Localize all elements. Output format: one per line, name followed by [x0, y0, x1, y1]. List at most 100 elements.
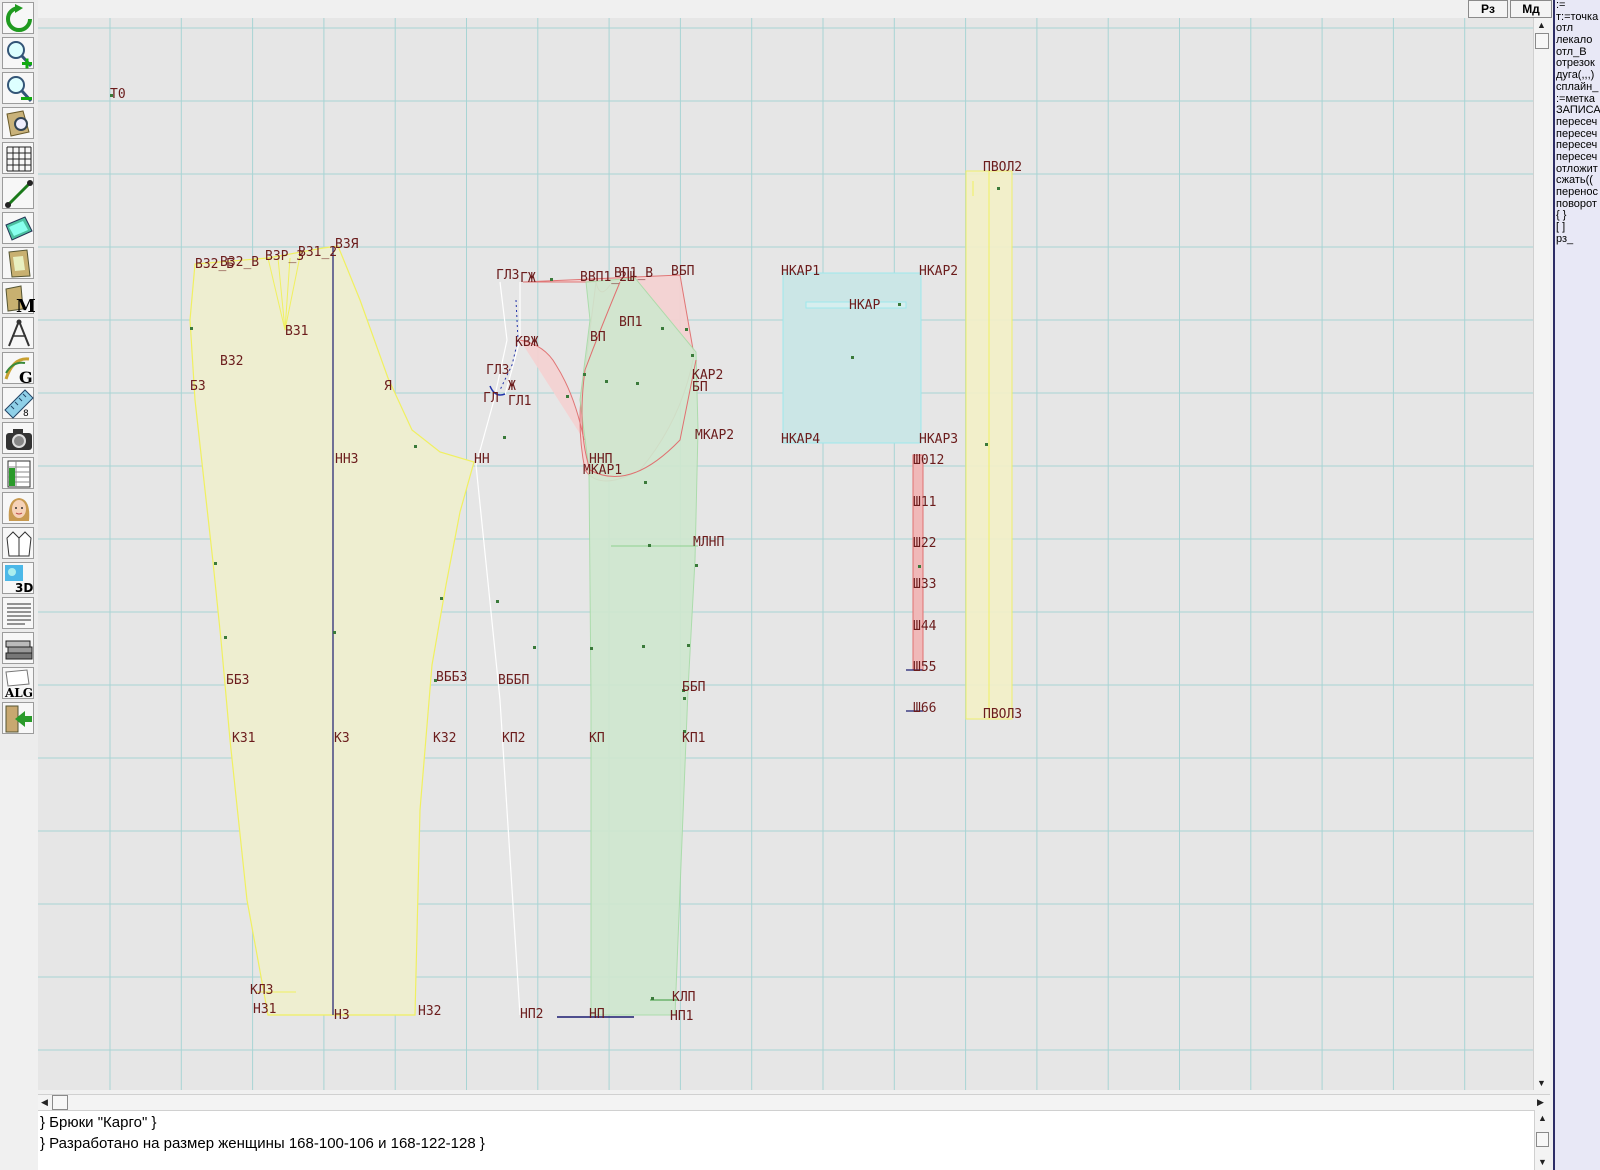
editor-vertical-scrollbar[interactable]: ▲ ▼ [1534, 1110, 1550, 1170]
point-marker[interactable] [851, 356, 854, 359]
command-item[interactable]: [ ] [1556, 222, 1566, 234]
point-marker[interactable] [190, 327, 193, 330]
scroll-left-icon[interactable]: ◀ [41, 1097, 48, 1107]
script-editor[interactable]: } Брюки "Карго" } } Разработано на разме… [38, 1110, 1550, 1170]
command-item[interactable]: сплайн_ [1556, 81, 1599, 93]
scroll-right-icon[interactable]: ▶ [1537, 1097, 1544, 1107]
command-item[interactable]: отл_В [1556, 46, 1587, 58]
canvas-horizontal-scrollbar[interactable]: ◀ ▶ [38, 1094, 1550, 1110]
command-item[interactable]: перенос [1556, 187, 1599, 198]
point-marker[interactable] [440, 597, 443, 600]
line-tool[interactable] [2, 177, 34, 209]
point-marker[interactable] [333, 631, 336, 634]
scroll-up-icon[interactable]: ▲ [1537, 20, 1546, 30]
point-marker[interactable] [414, 445, 417, 448]
point-marker[interactable] [636, 382, 639, 385]
point-marker[interactable] [605, 380, 608, 383]
point-marker[interactable] [898, 303, 901, 306]
command-item[interactable]: поворот [1556, 198, 1597, 210]
scroll-down-icon[interactable]: ▼ [1537, 1078, 1546, 1088]
command-item[interactable]: сжать(( [1556, 175, 1593, 187]
model-tool[interactable] [2, 492, 34, 524]
point-marker[interactable] [691, 354, 694, 357]
point-marker[interactable] [642, 645, 645, 648]
md-button[interactable]: Мд [1510, 0, 1552, 18]
layer-tool[interactable] [2, 212, 34, 244]
editor-scroll-thumb[interactable] [1536, 1132, 1549, 1147]
editor-scroll-up-icon[interactable]: ▲ [1538, 1113, 1547, 1123]
command-item[interactable]: ЗАПИСА [1556, 105, 1600, 117]
command-item[interactable]: т:=точка [1556, 11, 1599, 23]
point-marker[interactable] [997, 187, 1000, 190]
point-marker[interactable] [583, 373, 586, 376]
zoom-out-tool[interactable] [2, 72, 34, 104]
3d-tool[interactable]: 3D [2, 562, 34, 595]
measurements-tool[interactable]: M [2, 282, 35, 315]
editor-scroll-down-icon[interactable]: ▼ [1538, 1157, 1547, 1167]
svg-text:M: M [16, 296, 35, 315]
piece-tool[interactable] [2, 247, 34, 279]
front-trouser-piece[interactable] [579, 277, 699, 1016]
point-marker[interactable] [434, 679, 437, 682]
point-marker[interactable] [651, 997, 654, 1000]
point-marker[interactable] [496, 600, 499, 603]
point-marker[interactable] [687, 644, 690, 647]
pattern-drawing[interactable]: Т0 ВЗ2_Б ВЗ2_В ВЗР_3 ВЗ1_2 ВЗЯ ВЗ1 ВЗ2 Б… [38, 18, 1533, 1090]
command-item[interactable]: пересеч [1556, 151, 1598, 163]
command-item[interactable]: { } [1556, 210, 1567, 222]
point-marker[interactable] [224, 636, 227, 639]
ruler-tool[interactable]: 8 [2, 387, 34, 419]
canvas-vertical-scrollbar[interactable]: ▲ ▼ [1533, 18, 1550, 1090]
command-item[interactable]: лекало [1556, 35, 1593, 47]
command-item[interactable]: пересеч [1556, 116, 1598, 128]
drawing-canvas[interactable]: Т0 ВЗ2_Б ВЗ2_В ВЗР_3 ВЗ1_2 ВЗЯ ВЗ1 ВЗ2 Б… [38, 18, 1533, 1090]
grid-tool[interactable] [2, 142, 34, 174]
library-tool[interactable] [2, 632, 34, 664]
compass-tool[interactable] [2, 317, 34, 349]
command-item[interactable]: дуга(,,,) [1556, 70, 1595, 82]
command-item[interactable]: отложит [1556, 163, 1598, 175]
point-marker[interactable] [644, 481, 647, 484]
zoom-fit-tool[interactable] [2, 107, 34, 139]
point-marker[interactable] [683, 730, 686, 733]
exit-tool[interactable] [2, 702, 34, 734]
point-marker[interactable] [682, 689, 685, 692]
algorithm-tool[interactable]: ALG [2, 667, 34, 700]
point-marker[interactable] [214, 562, 217, 565]
editor-line-2: } Разработано на размер женщины 168-100-… [40, 1135, 485, 1152]
point-marker[interactable] [661, 327, 664, 330]
command-item[interactable]: отрезок [1556, 58, 1595, 70]
point-marker[interactable] [685, 328, 688, 331]
point-marker[interactable] [110, 94, 113, 97]
refresh-tool[interactable] [2, 2, 34, 34]
command-item[interactable]: рз_ [1556, 233, 1574, 245]
command-item[interactable]: отл [1556, 23, 1574, 35]
point-marker[interactable] [695, 564, 698, 567]
table-tool[interactable] [2, 457, 34, 489]
point-marker[interactable] [918, 565, 921, 568]
vertical-scroll-thumb[interactable] [1535, 33, 1549, 49]
back-trouser-piece[interactable] [189, 245, 475, 1016]
point-marker[interactable] [550, 278, 553, 281]
command-item[interactable]: :=метка [1556, 93, 1596, 105]
grading-tool[interactable]: G [2, 352, 34, 385]
camera-tool[interactable] [2, 422, 34, 454]
point-marker[interactable] [533, 646, 536, 649]
point-marker[interactable] [503, 436, 506, 439]
text-doc-tool[interactable] [2, 597, 34, 629]
point-marker[interactable] [985, 443, 988, 446]
point-marker[interactable] [590, 647, 593, 650]
zoom-in-tool[interactable] [2, 37, 34, 69]
label-klz: КЛЗ [250, 983, 273, 998]
label-klp: КЛП [672, 990, 695, 1005]
rz-button[interactable]: Рз [1468, 0, 1508, 18]
garment-tool[interactable] [2, 527, 34, 559]
point-marker[interactable] [566, 395, 569, 398]
point-marker[interactable] [683, 697, 686, 700]
point-marker[interactable] [648, 544, 651, 547]
command-item[interactable]: пересеч [1556, 128, 1598, 140]
horizontal-scroll-thumb[interactable] [52, 1095, 68, 1110]
command-item[interactable]: пересеч [1556, 140, 1598, 152]
belt-loop-strip[interactable] [912, 454, 924, 671]
command-item[interactable]: := [1556, 0, 1566, 11]
